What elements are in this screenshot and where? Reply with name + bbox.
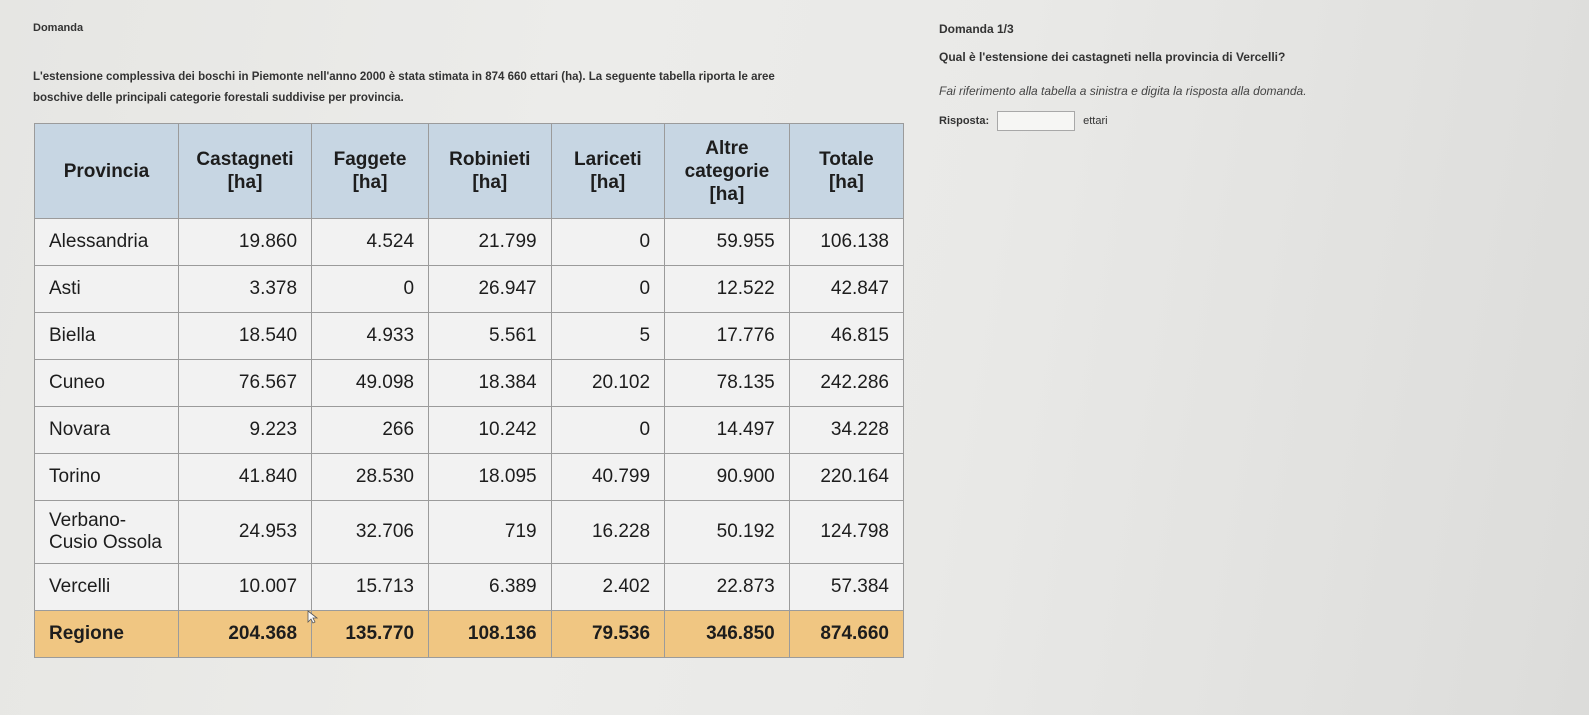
table-row: Biella 18.540 4.933 5.561 5 17.776 46.81…: [34, 312, 905, 360]
cell-provincia: Cuneo: [34, 359, 179, 407]
cell-value: 24.953: [177, 500, 313, 564]
cell-value: 40.799: [550, 453, 666, 501]
cell-value: 16.228: [550, 500, 666, 564]
answer-label: Risposta:: [939, 115, 990, 127]
cell-value: 204.368: [177, 610, 313, 658]
header-robinieti: Robinieti [ha]: [428, 123, 552, 219]
answer-input[interactable]: [997, 111, 1076, 131]
intro-text: L'estensione complessiva dei boschi in P…: [33, 67, 913, 109]
table-row: Novara 9.223 266 10.242 0 14.497 34.228: [34, 406, 905, 454]
header-totale: Totale [ha]: [788, 123, 905, 219]
header-lariceti: Lariceti [ha]: [550, 123, 666, 219]
cell-value: 32.706: [311, 500, 430, 564]
cell-value: 14.497: [664, 406, 790, 454]
cell-value: 242.286: [788, 359, 905, 407]
question-counter: Domanda 1/3: [939, 22, 1014, 36]
cell-value: 79.536: [550, 610, 666, 658]
table-row: Asti 3.378 0 26.947 0 12.522 42.847: [34, 265, 905, 313]
cell-value: 78.135: [664, 359, 790, 407]
cell-value: 57.384: [788, 563, 905, 611]
cell-value: 19.860: [177, 218, 313, 266]
table-row: Torino 41.840 28.530 18.095 40.799 90.90…: [34, 453, 905, 501]
cell-value: 220.164: [788, 453, 905, 501]
cell-value: 0: [550, 265, 666, 313]
cell-value: 90.900: [664, 453, 790, 501]
cell-value: 49.098: [311, 359, 430, 407]
header-altre-categorie: Altre categorie [ha]: [664, 123, 790, 219]
answer-unit: ettari: [1083, 115, 1108, 127]
cell-provincia: Regione: [34, 610, 179, 658]
cell-provincia: Novara: [34, 406, 179, 454]
cell-value: 719: [428, 500, 552, 564]
cell-value: 10.242: [428, 406, 552, 454]
cell-value: 42.847: [788, 265, 905, 313]
cell-value: 0: [550, 218, 666, 266]
table-row: Cuneo 76.567 49.098 18.384 20.102 78.135…: [34, 359, 905, 407]
question-instruction: Fai riferimento alla tabella a sinistra …: [939, 84, 1307, 98]
cell-value: 6.389: [428, 563, 552, 611]
header-faggete: Faggete [ha]: [311, 123, 430, 219]
cell-value: 9.223: [177, 406, 313, 454]
cell-value: 22.873: [664, 563, 790, 611]
cell-value: 50.192: [664, 500, 790, 564]
cell-value: 20.102: [550, 359, 666, 407]
cell-provincia: Alessandria: [34, 218, 179, 266]
table-row: Alessandria 19.860 4.524 21.799 0 59.955…: [34, 218, 905, 266]
intro-line-2: boschive delle principali categorie fore…: [33, 92, 404, 104]
cell-value: 2.402: [550, 563, 666, 611]
table-total-row: Regione 204.368 135.770 108.136 79.536 3…: [34, 610, 905, 658]
header-castagneti: Castagneti [ha]: [177, 123, 313, 219]
header-provincia: Provincia: [34, 123, 179, 219]
cell-value: 28.530: [311, 453, 430, 501]
cell-provincia: Biella: [34, 312, 179, 360]
question-text: Qual è l'estensione dei castagneti nella…: [939, 50, 1286, 64]
intro-line-1: L'estensione complessiva dei boschi in P…: [33, 71, 775, 83]
cell-value: 135.770: [311, 610, 430, 658]
cell-value: 59.955: [664, 218, 790, 266]
cell-value: 346.850: [664, 610, 790, 658]
table-header-row: Provincia Castagneti [ha] Faggete [ha] R…: [34, 123, 905, 219]
cell-value: 41.840: [177, 453, 313, 501]
cell-provincia: Vercelli: [34, 563, 179, 611]
cell-value: 3.378: [177, 265, 313, 313]
cell-value: 10.007: [177, 563, 313, 611]
section-label: Domanda: [33, 22, 84, 34]
cell-value: 18.540: [177, 312, 313, 360]
cell-value: 46.815: [788, 312, 905, 360]
cell-value: 17.776: [664, 312, 790, 360]
cell-value: 15.713: [311, 563, 430, 611]
cell-value: 21.799: [428, 218, 552, 266]
cell-value: 76.567: [177, 359, 313, 407]
cell-value: 874.660: [788, 610, 905, 658]
cell-value: 18.095: [428, 453, 552, 501]
cell-provincia: Asti: [34, 265, 179, 313]
cell-value: 0: [311, 265, 430, 313]
forest-area-table: Provincia Castagneti [ha] Faggete [ha] R…: [34, 123, 905, 658]
table-row: Vercelli 10.007 15.713 6.389 2.402 22.87…: [34, 563, 905, 611]
cell-value: 266: [311, 406, 430, 454]
cell-value: 5.561: [428, 312, 552, 360]
cell-value: 4.524: [311, 218, 430, 266]
cell-value: 4.933: [311, 312, 430, 360]
cell-value: 124.798: [788, 500, 905, 564]
table-row: Verbano-Cusio Ossola 24.953 32.706 719 1…: [34, 500, 905, 564]
mouse-pointer-icon: [307, 610, 319, 624]
cell-value: 34.228: [788, 406, 905, 454]
cell-value: 26.947: [428, 265, 552, 313]
cell-value: 12.522: [664, 265, 790, 313]
cell-provincia: Torino: [34, 453, 179, 501]
cell-value: 106.138: [788, 218, 905, 266]
cell-value: 108.136: [428, 610, 552, 658]
cell-value: 0: [550, 406, 666, 454]
cell-value: 5: [550, 312, 666, 360]
cell-provincia: Verbano-Cusio Ossola: [34, 500, 179, 564]
cell-value: 18.384: [428, 359, 552, 407]
answer-row: Risposta: ettari: [939, 111, 1108, 131]
